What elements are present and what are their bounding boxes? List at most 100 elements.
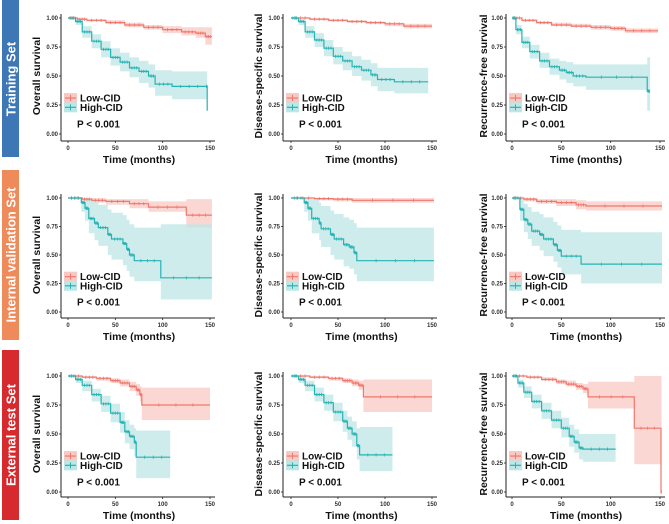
legend-label: Low-CID [302,272,343,283]
y-tick-label: 0.75 [268,45,280,51]
low-cid-ci-band [512,376,662,492]
high-cid-ci-band [512,376,616,462]
legend-label: High-CID [525,281,568,292]
y-tick-label: 0.75 [46,403,58,409]
x-axis-title: Time (months) [550,510,622,522]
km-panel-2-0: 0.00 0.25 0.50 0.75 1.00 0 50 100 150 Time (month… [31,372,216,522]
y-tick-label: 0.00 [268,310,280,316]
x-tick-label: 100 [380,323,391,329]
km-panel-2-1: 0.00 0.25 0.50 0.75 1.00 0 50 100 150 Time (month… [253,371,438,522]
x-tick-label: 100 [606,323,617,329]
x-tick-label: 50 [558,323,565,329]
x-tick-label: 0 [66,146,70,152]
x-tick-label: 50 [335,323,342,329]
legend-item-high-cid: High-CID [64,460,123,472]
y-tick-label: 0.50 [268,432,280,438]
legend-label: Low-CID [80,452,121,463]
x-tick-label: 150 [655,323,666,329]
y-tick-label: 1.00 [491,196,503,202]
legend-item-low-cid: Low-CID [509,93,566,105]
y-axis-title: Overall survival [31,395,43,473]
x-tick-label: 50 [335,146,342,152]
legend-item-low-cid: Low-CID [64,271,121,283]
x-tick-label: 0 [66,502,70,508]
legend-label: High-CID [525,103,568,114]
y-tick-label: 0.00 [46,132,58,138]
legend-label: High-CID [80,281,123,292]
y-tick-label: 0.50 [46,432,58,438]
y-tick-label: 0.25 [46,282,58,288]
y-tick-label: 1.00 [491,374,503,380]
y-tick-label: 0.25 [491,461,503,467]
p-value-annotation: P < 0.001 [299,120,342,131]
x-axis-title: Time (months) [325,331,397,343]
y-tick-label: 0.25 [268,282,280,288]
x-tick-label: 150 [427,146,438,152]
y-tick-label: 0.25 [268,461,280,467]
y-tick-label: 0.50 [491,74,503,80]
x-tick-label: 50 [558,146,565,152]
y-tick-label: 1.00 [46,374,58,380]
x-tick-label: 150 [205,146,216,152]
legend-item-high-cid: High-CID [64,280,123,292]
x-tick-label: 0 [289,146,293,152]
p-value-annotation: P < 0.001 [77,120,120,131]
legend-item-low-cid: Low-CID [286,93,343,105]
y-axis-title: Recurrence-free survival [478,372,490,495]
x-tick-label: 0 [289,502,293,508]
p-value-annotation: P < 0.001 [77,478,120,489]
legend-label: High-CID [302,461,345,472]
y-tick-label: 0.00 [268,490,280,496]
legend-label: Low-CID [302,452,343,463]
x-tick-label: 0 [510,146,514,152]
x-tick-label: 50 [335,502,342,508]
y-axis-title: Recurrence-free survival [478,14,490,137]
y-tick-label: 1.00 [268,374,280,380]
y-axis-title: Disease-specific survival [253,192,265,317]
y-tick-label: 0.75 [491,403,503,409]
legend-label: High-CID [525,461,568,472]
row-label-external: External test Set [2,350,19,520]
y-tick-label: 0.75 [491,225,503,231]
x-tick-label: 100 [606,502,617,508]
legend-label: Low-CID [525,452,566,463]
x-axis-title: Time (months) [103,331,175,343]
y-tick-label: 0.00 [491,490,503,496]
legend-item-low-cid: Low-CID [509,451,566,463]
legend-item-high-cid: High-CID [64,102,123,114]
legend-item-low-cid: Low-CID [286,451,343,463]
y-tick-label: 1.00 [491,16,503,22]
y-tick-label: 0.25 [491,282,503,288]
y-tick-label: 0.00 [491,310,503,316]
x-tick-label: 150 [205,323,216,329]
y-tick-label: 1.00 [268,196,280,202]
x-axis-title: Time (months) [103,154,175,166]
x-axis-title: Time (months) [325,154,397,166]
legend-label: Low-CID [302,94,343,105]
x-tick-label: 150 [427,323,438,329]
y-axis-title: Disease-specific survival [253,13,265,138]
y-tick-label: 0.50 [491,253,503,259]
legend-item-low-cid: Low-CID [286,271,343,283]
legend-label: Low-CID [525,94,566,105]
high-cid-survival-curve [291,17,429,83]
high-cid-ci-band [68,376,171,479]
legend-label: High-CID [80,461,123,472]
legend-item-low-cid: Low-CID [64,93,121,105]
legend-item-high-cid: High-CID [509,460,568,472]
y-axis-title: Disease-specific survival [253,371,265,496]
p-value-annotation: P < 0.001 [299,298,342,309]
x-tick-label: 150 [427,502,438,508]
legend-label: High-CID [80,103,123,114]
legend-label: High-CID [302,281,345,292]
y-tick-label: 0.25 [491,103,503,109]
x-tick-label: 50 [112,502,119,508]
y-tick-label: 0.25 [268,103,280,109]
low-cid-survival-curve [512,375,662,493]
high-cid-survival-curve [291,197,434,262]
high-cid-ci-band [512,198,662,284]
km-panel-0-2: 0.00 0.25 0.50 0.75 1.00 0 50 100 150 Time (month… [478,14,666,166]
x-tick-label: 100 [158,502,169,508]
high-cid-ci-band [512,18,651,111]
x-tick-label: 50 [112,323,119,329]
